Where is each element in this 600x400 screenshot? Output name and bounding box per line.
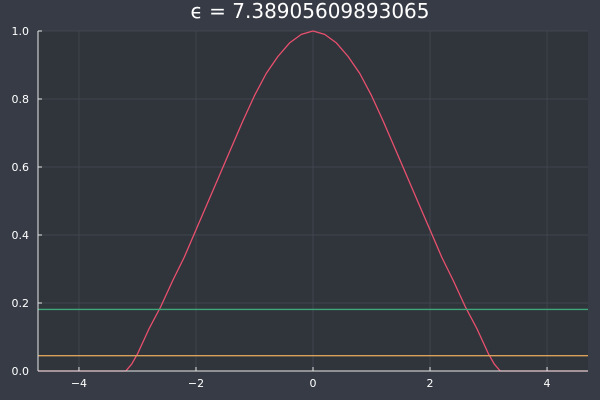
y-tick-label: 0.2 [12,297,30,310]
y-tick-label: 0.4 [12,229,30,242]
series-line-0 [38,30,588,372]
series-lines [38,30,588,372]
x-tick-label: −2 [188,377,204,390]
axes [37,30,588,372]
x-tick-label: 2 [427,377,434,390]
x-tick-label: 4 [544,377,551,390]
y-tick-label: 0.8 [12,93,30,106]
x-tick-label: 0 [310,377,317,390]
tick-labels: −4 −2 0 2 4 0.0 0.2 0.4 0.6 0.8 1.0 [12,25,551,390]
y-tick-label: 1.0 [12,25,30,38]
x-tick-label: −4 [71,377,87,390]
chart-title: ϵ = 7.38905609893065 [190,0,429,23]
y-tick-label: 0.6 [12,161,30,174]
y-tick-label: 0.0 [12,365,30,378]
